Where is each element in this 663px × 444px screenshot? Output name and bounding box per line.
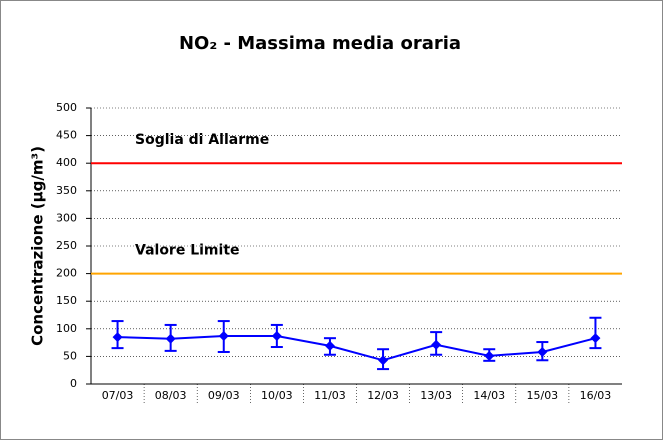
point — [590, 333, 601, 344]
y-tick-label: 150 — [56, 294, 77, 307]
x-tick-label: 16/03 — [580, 389, 612, 402]
y-tick-label: 0 — [70, 377, 77, 390]
y-tick-label: 400 — [56, 156, 77, 169]
chart-title: NO₂ - Massima media oraria — [179, 33, 461, 54]
x-tick-label: 08/03 — [155, 389, 187, 402]
y-tick-label: 100 — [56, 322, 77, 335]
x-tick-label: 07/03 — [102, 389, 134, 402]
y-tick-label: 200 — [56, 267, 77, 280]
point — [484, 350, 495, 361]
x-tick-label: 13/03 — [420, 389, 452, 402]
x-tick-label: 14/03 — [473, 389, 505, 402]
x-tick-label: 10/03 — [261, 389, 293, 402]
point — [218, 330, 229, 341]
x-tick-label: 11/03 — [314, 389, 346, 402]
y-axis-label: Concentrazione (µg/m³) — [29, 146, 47, 346]
y-tick-label: 250 — [56, 239, 77, 252]
point — [378, 355, 389, 366]
reference-label: Soglia di Allarme — [135, 132, 269, 148]
y-tick-label: 50 — [63, 349, 77, 362]
point — [431, 339, 442, 350]
point — [537, 346, 548, 357]
y-tick-label: 450 — [56, 129, 77, 142]
y-tick-label: 500 — [56, 101, 77, 114]
y-tick-label: 300 — [56, 211, 77, 224]
x-tick-label: 12/03 — [367, 389, 399, 402]
x-tick-label: 15/03 — [526, 389, 558, 402]
x-tick-label: 09/03 — [208, 389, 240, 402]
series-line — [117, 334, 596, 362]
point — [165, 333, 176, 344]
point — [324, 340, 335, 351]
reference-label: Valore Limite — [135, 243, 240, 259]
point — [271, 330, 282, 341]
y-tick-label: 350 — [56, 184, 77, 197]
point — [112, 332, 123, 343]
